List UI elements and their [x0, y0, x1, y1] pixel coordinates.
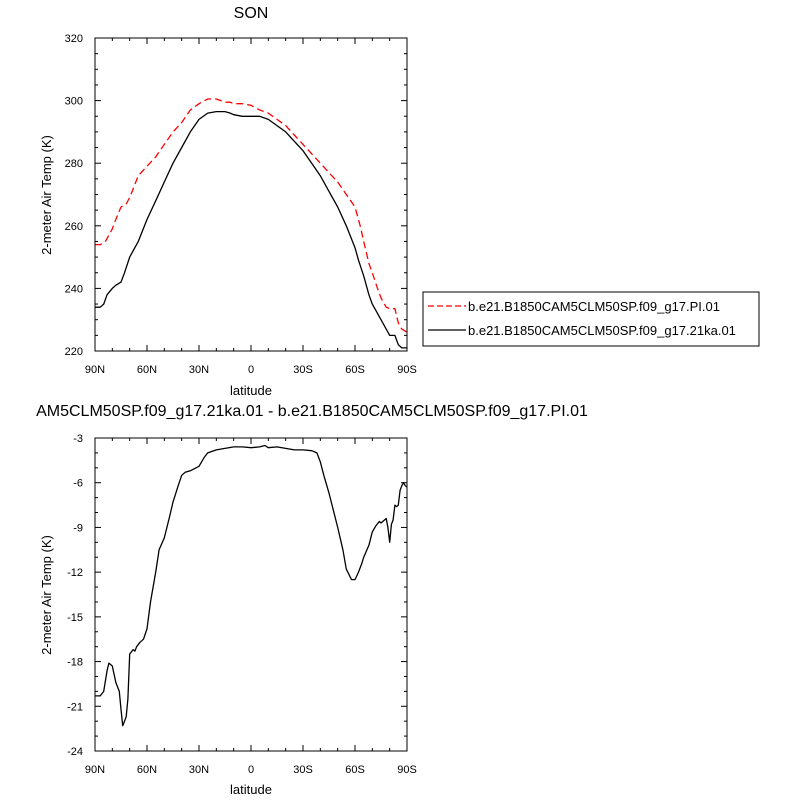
y-tick-label: -3 — [73, 433, 83, 445]
bottom-x-ticks: 90N 60N 30N 0 30S 60S 90S — [85, 438, 417, 776]
top-panel: SON 90N 60N 30N 0 30S 60S 90S 220 240 260 280 300 3… — [39, 5, 760, 398]
y-tick-label: -21 — [67, 701, 83, 713]
top-y-ticks: 220 240 260 280 300 320 — [65, 33, 407, 358]
legend-label-21ka: b.e21.B1850CAM5CLM50SP.f09_g17.21ka.01 — [468, 323, 736, 338]
legend: b.e21.B1850CAM5CLM50SP.f09_g17.PI.01 b.e… — [422, 291, 760, 347]
top-x-axis-title: latitude — [230, 383, 272, 398]
x-tick-label: 30S — [293, 364, 313, 376]
bottom-y-axis-title: 2-meter Air Temp (K) — [39, 535, 54, 655]
y-tick-label: 320 — [65, 33, 83, 45]
x-tick-label: 60S — [345, 764, 365, 776]
y-tick-label: 240 — [65, 283, 83, 295]
top-series-lines — [95, 98, 408, 349]
y-tick-label: -6 — [73, 478, 83, 490]
y-tick-label: 280 — [65, 158, 83, 170]
bottom-plot-frame — [94, 437, 408, 752]
y-tick-label: -18 — [67, 657, 83, 669]
legend-label-pi: b.e21.B1850CAM5CLM50SP.f09_g17.PI.01 — [468, 299, 720, 314]
top-x-ticks: 90N 60N 30N 0 30S 60S 90S — [85, 38, 417, 376]
x-tick-label: 30N — [189, 764, 209, 776]
y-tick-label: -24 — [67, 746, 83, 758]
y-tick-label: -9 — [73, 522, 83, 534]
x-tick-label: 90S — [397, 364, 417, 376]
top-plot-title: SON — [234, 5, 269, 22]
legend-box — [422, 291, 760, 347]
series-line-0-0 — [95, 98, 408, 333]
y-tick-label: -15 — [67, 612, 83, 624]
bottom-plot-title: AM5CLM50SP.f09_g17.21ka.01 - b.e21.B1850… — [36, 403, 588, 420]
x-tick-label: 30N — [189, 364, 209, 376]
top-y-axis-title: 2-meter Air Temp (K) — [39, 135, 54, 255]
bottom-y-ticks: -24 -21 -18 -15 -12 -9 -6 -3 — [67, 433, 407, 758]
series-line-1-0 — [95, 444, 408, 727]
bottom-series-lines — [95, 444, 408, 727]
x-tick-label: 60N — [137, 364, 157, 376]
x-tick-label: 60S — [345, 364, 365, 376]
x-tick-label: 30S — [293, 764, 313, 776]
bottom-panel: AM5CLM50SP.f09_g17.21ka.01 - b.e21.B1850… — [36, 403, 588, 797]
y-tick-label: 260 — [65, 221, 83, 233]
series-line-0-1 — [95, 110, 407, 349]
y-tick-label: 220 — [65, 346, 83, 358]
y-tick-label: 300 — [65, 96, 83, 108]
x-tick-label: 0 — [248, 764, 254, 776]
bottom-x-axis-title: latitude — [230, 782, 272, 797]
top-plot-frame — [94, 37, 408, 352]
x-tick-label: 0 — [248, 364, 254, 376]
x-tick-label: 60N — [137, 764, 157, 776]
x-tick-label: 90N — [85, 764, 105, 776]
x-tick-label: 90N — [85, 364, 105, 376]
x-tick-label: 90S — [397, 764, 417, 776]
y-tick-label: -12 — [67, 567, 83, 579]
